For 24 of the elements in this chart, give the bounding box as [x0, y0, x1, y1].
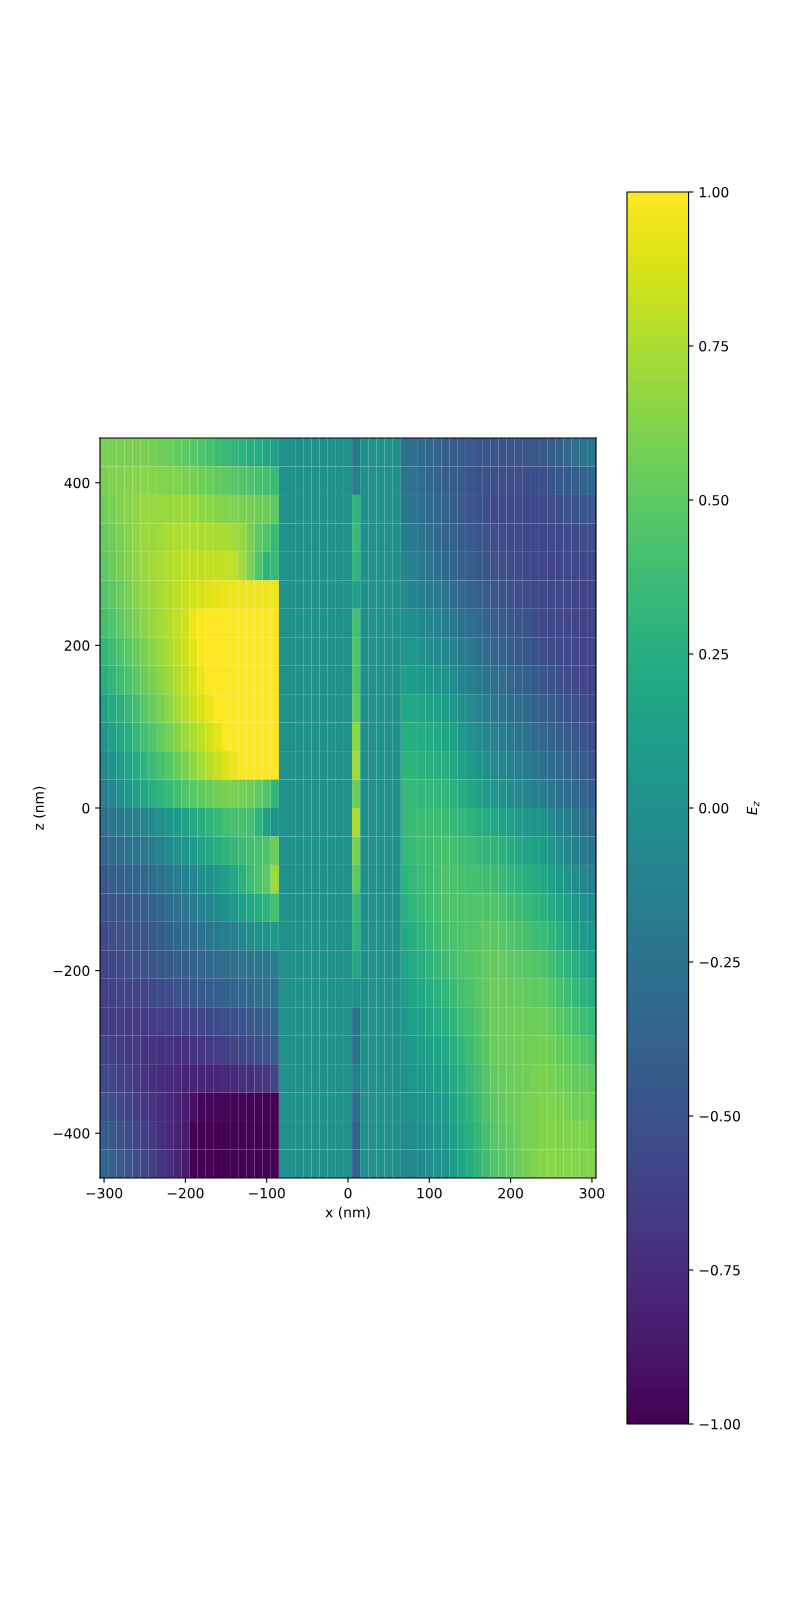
y-tick-label: 400	[64, 477, 90, 489]
color-bar-label: 0.25	[699, 648, 729, 660]
y-tick-label: −400	[53, 1128, 90, 1139]
x-tick-label: 0	[344, 1187, 352, 1199]
color-bar-title: E$_{z}$	[746, 801, 760, 815]
x-axis-title: x (nm)	[325, 1206, 370, 1220]
x-tick-label: −300	[86, 1187, 123, 1199]
y-tick-label: −200	[53, 965, 90, 977]
color-bar-label: 0.00	[699, 802, 729, 814]
x-tick-label: 200	[498, 1187, 523, 1199]
y-axis-title: z (nm)	[33, 786, 46, 830]
x-tick-label: −200	[167, 1187, 204, 1199]
x-tick-label: −100	[249, 1187, 285, 1199]
color-bar-label: 0.75	[699, 340, 729, 352]
color-bar-label: 0.50	[699, 494, 729, 506]
color-bar-label: 1.00	[699, 186, 729, 198]
x-tick-label: 300	[579, 1187, 605, 1199]
color-bar-label: −0.25	[699, 956, 740, 968]
color-bar-label: −1.00	[699, 1418, 740, 1430]
y-tick-label: 200	[64, 640, 90, 651]
x-tick-label: 100	[417, 1187, 442, 1199]
y-tick-label: 0	[82, 802, 90, 814]
color-bar-label: −0.75	[699, 1264, 740, 1276]
color-bar-label: −0.50	[699, 1110, 740, 1122]
